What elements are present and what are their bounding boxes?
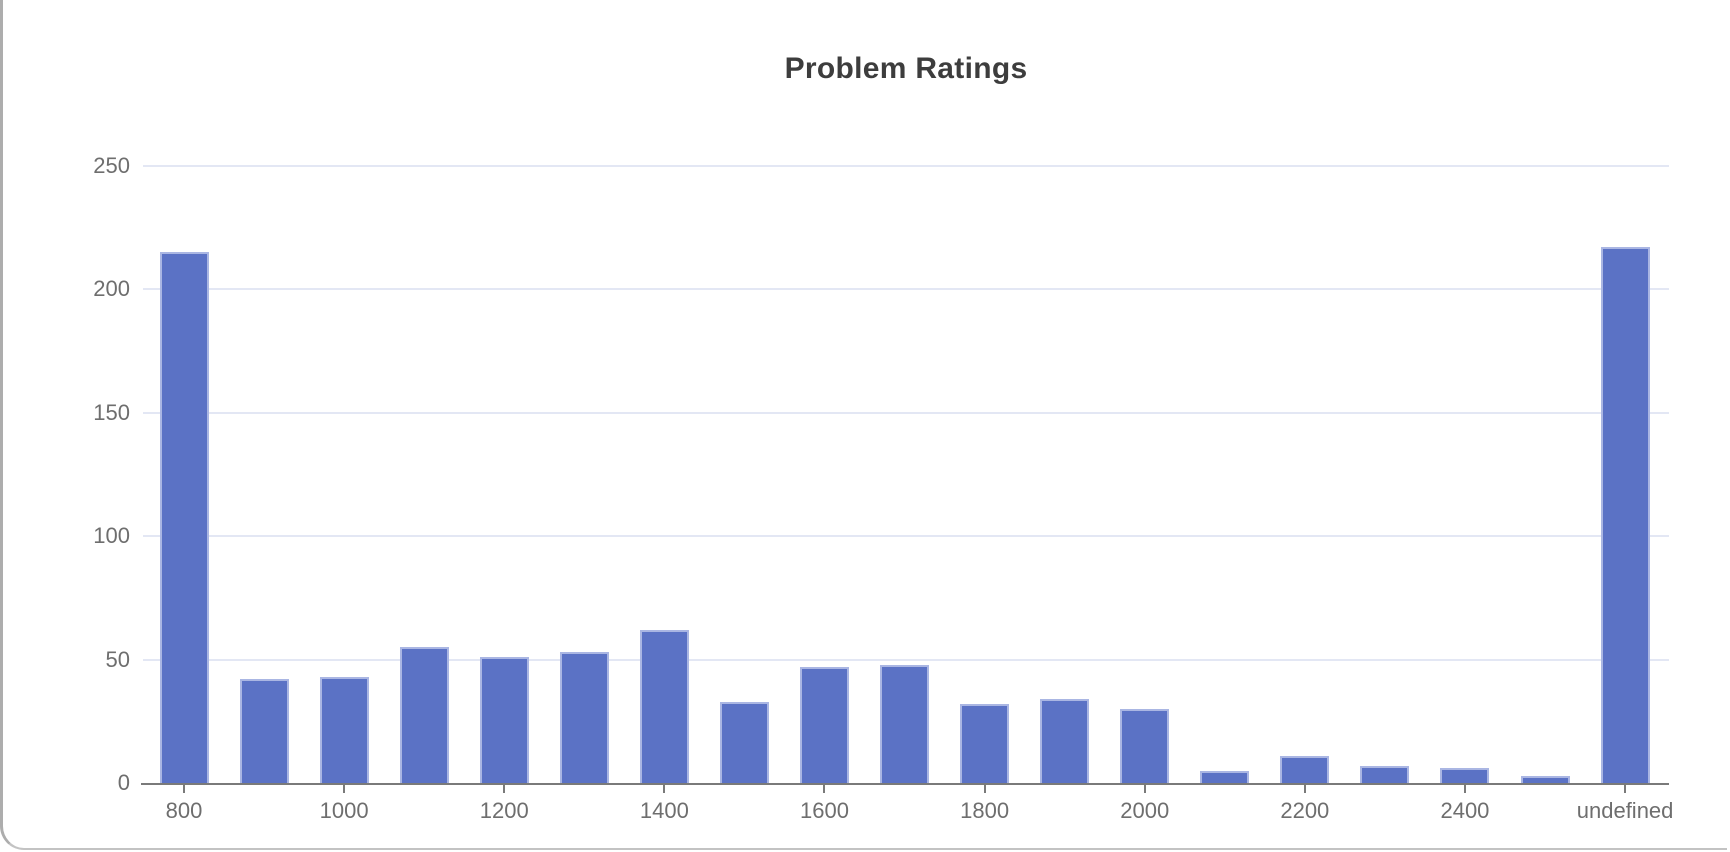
x-axis-tick xyxy=(983,785,986,793)
y-gridline xyxy=(143,411,1669,414)
bar-2000[interactable] xyxy=(1120,708,1170,783)
bar-1600[interactable] xyxy=(799,667,849,783)
x-axis-tick xyxy=(183,785,185,793)
y-gridline xyxy=(143,288,1669,291)
bar-800[interactable] xyxy=(159,252,209,783)
y-axis-tick-label: 100 xyxy=(93,523,130,549)
x-axis-tick-label: 1400 xyxy=(639,798,689,823)
x-axis-tick xyxy=(1303,785,1306,793)
bar-undefined[interactable] xyxy=(1600,247,1650,783)
x-axis-tick-label: 2400 xyxy=(1440,798,1490,823)
bar-1700[interactable] xyxy=(880,664,930,783)
bar-1300[interactable] xyxy=(559,652,609,783)
bar-1400[interactable] xyxy=(639,629,689,783)
x-axis-tick xyxy=(663,785,666,793)
x-axis-tick-label: 2000 xyxy=(1120,798,1170,823)
bar-2500[interactable] xyxy=(1520,775,1570,783)
bar-1500[interactable] xyxy=(719,701,769,783)
bar-900[interactable] xyxy=(239,679,289,783)
bar-2100[interactable] xyxy=(1200,770,1250,783)
y-axis-tick-label: 50 xyxy=(105,646,130,672)
y-axis-tick-label: 200 xyxy=(93,276,130,302)
bar-1100[interactable] xyxy=(399,647,449,783)
x-axis-tick-label: 1200 xyxy=(479,798,529,823)
bar-2400[interactable] xyxy=(1440,768,1490,783)
y-axis-tick-label: 150 xyxy=(93,399,130,425)
x-axis-tick xyxy=(1463,785,1466,793)
bar-2200[interactable] xyxy=(1280,755,1330,783)
bar-1900[interactable] xyxy=(1040,699,1090,783)
bar-1000[interactable] xyxy=(319,676,369,783)
x-axis-tick xyxy=(503,785,506,793)
plot-area[interactable]: 0 50 100 150 200 250 800 1000 1200 1400 1600 1800 20… xyxy=(3,0,1727,848)
y-axis-tick-label: 0 xyxy=(117,770,130,795)
bar-2300[interactable] xyxy=(1360,765,1410,783)
x-axis-tick xyxy=(1143,785,1146,793)
bar-1200[interactable] xyxy=(479,657,529,783)
x-axis-tick xyxy=(823,785,826,793)
x-axis-tick-label: 1600 xyxy=(799,798,849,823)
chart-title: Problem Ratings xyxy=(784,52,1028,85)
x-axis-tick-label: 1800 xyxy=(960,798,1010,823)
x-axis-tick-label: undefined xyxy=(1576,798,1674,823)
x-axis-tick-label: 1000 xyxy=(319,798,369,823)
x-axis-line xyxy=(141,783,1669,785)
x-axis-tick xyxy=(343,785,346,793)
x-axis-tick-label: 800 xyxy=(165,798,203,823)
y-gridline xyxy=(143,165,1669,167)
bar-1800[interactable] xyxy=(960,704,1010,783)
y-axis-tick-label: 250 xyxy=(93,153,130,178)
x-axis-tick-label: 2200 xyxy=(1280,798,1330,823)
y-gridline xyxy=(143,535,1669,538)
x-axis-tick xyxy=(1624,785,1627,793)
y-gridline xyxy=(143,658,1669,661)
